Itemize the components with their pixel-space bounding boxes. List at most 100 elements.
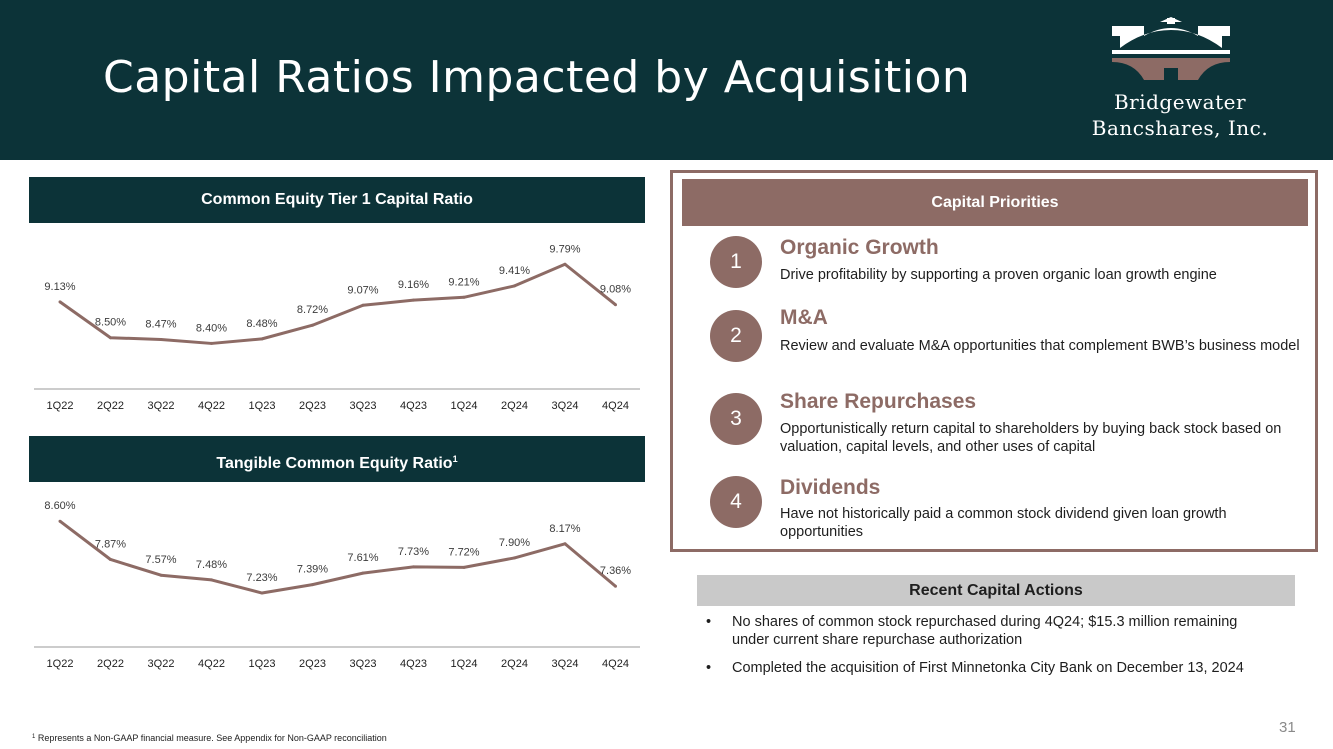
data-point [361, 571, 365, 575]
series-line [59, 520, 617, 595]
series-line [59, 262, 617, 345]
data-point [412, 298, 415, 302]
footnote-text: Represents a Non-GAAP financial measure.… [37, 733, 387, 743]
x-tick-label: 2Q23 [299, 658, 326, 670]
recent-actions-list: No shares of common stock repurchased du… [706, 613, 1266, 687]
priority-title: Dividends [780, 476, 881, 499]
data-point [563, 262, 567, 266]
x-tick-label: 1Q23 [249, 658, 276, 670]
logo-text-line2: Bancshares, Inc. [1091, 116, 1269, 140]
x-tick-label: 3Q22 [148, 400, 175, 412]
data-label: 8.50% [95, 317, 126, 329]
data-label: 8.17% [549, 523, 580, 535]
priority-number-badge: 4 [710, 476, 762, 528]
data-label: 7.48% [196, 559, 227, 571]
data-point [311, 583, 314, 587]
priority-description: Opportunistically return capital to shar… [780, 421, 1282, 455]
priority-description: Have not historically paid a common stoc… [780, 506, 1227, 540]
data-point [614, 303, 617, 307]
x-tick-label: 3Q24 [552, 658, 579, 670]
bridge-emblem-icon [1112, 17, 1230, 80]
data-point [109, 557, 112, 561]
tce-title-superscript: 1 [452, 454, 458, 464]
list-item: No shares of common stock repurchased du… [706, 613, 1266, 649]
page-title: Capital Ratios Impacted by Acquisition [103, 52, 971, 103]
data-point [361, 303, 365, 307]
x-tick-label: 1Q22 [47, 400, 74, 412]
priority-title: Share Repurchases [780, 390, 977, 413]
data-label: 7.90% [499, 537, 530, 549]
data-label: 9.07% [347, 284, 378, 296]
x-tick-label: 2Q24 [501, 658, 528, 670]
data-label: 8.72% [297, 304, 328, 316]
data-point [513, 556, 516, 560]
data-point [412, 565, 415, 569]
x-tick-label: 2Q22 [97, 400, 124, 412]
cet1-line-chart: 9.13% 1Q22 8.50% 2Q22 8.47% 3Q22 8.40% 4Q22 8.48… [34, 243, 640, 412]
priority-title: M&A [780, 306, 828, 329]
data-point [311, 323, 314, 327]
x-tick-label: 3Q24 [552, 400, 579, 412]
priority-description: Review and evaluate M&A opportunities th… [780, 338, 1300, 354]
data-point [58, 300, 62, 304]
data-point [210, 578, 213, 582]
cet1-chart-title: Common Equity Tier 1 Capital Ratio [201, 191, 473, 208]
tce-chart-header: Tangible Common Equity Ratio1 [29, 436, 645, 482]
data-point [513, 284, 516, 288]
capital-priorities-header: Capital Priorities [682, 179, 1308, 226]
priority-number-badge: 3 [710, 393, 762, 445]
x-tick-label: 2Q22 [97, 658, 124, 670]
data-label: 9.16% [398, 279, 429, 291]
data-label: 9.79% [549, 243, 580, 255]
x-tick-label: 4Q22 [198, 658, 225, 670]
priority-number-badge: 1 [710, 236, 762, 288]
cet1-chart-header: Common Equity Tier 1 Capital Ratio [29, 177, 645, 223]
x-tick-label: 1Q24 [451, 400, 478, 412]
x-tick-label: 3Q22 [148, 658, 175, 670]
data-point [462, 565, 466, 569]
data-label: 7.23% [246, 572, 277, 584]
priority-number-badge: 2 [710, 310, 762, 362]
data-label: 8.60% [44, 500, 75, 512]
x-tick-label: 1Q24 [451, 658, 478, 670]
data-point [210, 341, 213, 345]
company-logo: Bridgewater Bancshares, Inc. [1060, 14, 1300, 144]
recent-capital-actions-header: Recent Capital Actions [697, 575, 1295, 606]
x-tick-label: 1Q23 [249, 400, 276, 412]
x-tick-label: 1Q22 [47, 658, 74, 670]
x-tick-label: 3Q23 [350, 658, 377, 670]
data-label: 7.57% [145, 554, 176, 566]
list-item: Completed the acquisition of First Minne… [706, 659, 1266, 677]
header-band: Capital Ratios Impacted by Acquisition B… [0, 0, 1333, 160]
data-label: 7.72% [448, 546, 479, 558]
logo-text-line1: Bridgewater [1113, 90, 1247, 114]
x-tick-label: 4Q23 [400, 400, 427, 412]
data-point [260, 591, 264, 595]
tce-chart: 8.60% 1Q22 7.87% 2Q22 7.57% 3Q22 7.48% 4Q22 7.23… [29, 488, 645, 678]
x-tick-label: 2Q24 [501, 400, 528, 412]
data-label: 8.47% [145, 318, 176, 330]
data-point [109, 336, 112, 340]
data-label: 8.48% [246, 318, 277, 330]
footnote: 1 Represents a Non-GAAP financial measur… [32, 733, 387, 743]
data-point [260, 337, 264, 341]
cet1-chart: 9.13% 1Q22 8.50% 2Q22 8.47% 3Q22 8.40% 4Q22 8.48… [29, 230, 645, 420]
tce-chart-title: Tangible Common Equity Ratio [216, 455, 453, 472]
data-point [563, 542, 567, 546]
data-point [159, 337, 163, 341]
data-label: 7.39% [297, 564, 328, 576]
data-label: 7.87% [95, 538, 126, 550]
capital-priorities-panel [670, 170, 1318, 552]
data-label: 8.40% [196, 322, 227, 334]
x-tick-label: 4Q22 [198, 400, 225, 412]
data-point [159, 573, 163, 577]
data-point [462, 295, 466, 299]
data-label: 9.13% [44, 281, 75, 293]
data-label: 7.73% [398, 546, 429, 558]
x-tick-label: 4Q24 [602, 400, 629, 412]
data-point [58, 519, 62, 523]
priority-title: Organic Growth [780, 236, 939, 259]
data-label: 9.41% [499, 265, 530, 277]
x-tick-label: 4Q24 [602, 658, 629, 670]
x-tick-label: 3Q23 [350, 400, 377, 412]
